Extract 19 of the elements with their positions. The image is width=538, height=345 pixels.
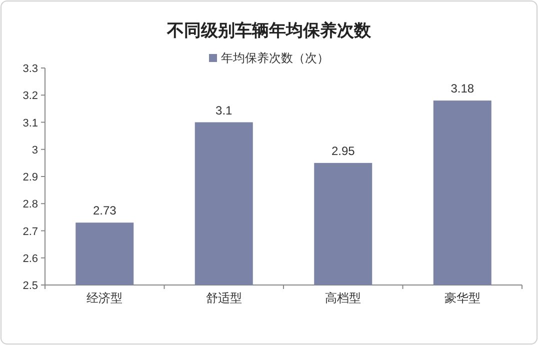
y-tick-label: 2.6 (22, 252, 38, 265)
chart-title: 不同级别车辆年均保养次数 (166, 21, 372, 41)
data-label: 3.18 (450, 82, 474, 96)
y-tick-label: 2.5 (22, 280, 38, 292)
x-tick-label: 豪华型 (444, 291, 480, 305)
y-tick-label: 3.1 (22, 117, 38, 130)
y-tick-label: 2.7 (22, 226, 38, 238)
data-label: 2.73 (92, 204, 117, 218)
legend-label: 年均保养次数（次） (221, 51, 329, 65)
y-tick-label: 2.8 (22, 198, 38, 211)
x-tick-label: 经济型 (86, 291, 123, 305)
y-tick-label: 3.3 (22, 63, 38, 75)
y-tick-label: 3 (32, 144, 38, 156)
x-tick-label: 高档型 (325, 291, 362, 305)
y-tick-label: 3.2 (22, 90, 38, 102)
x-tick-label: 舒适型 (206, 291, 242, 305)
data-label: 3.1 (216, 103, 233, 118)
data-label: 2.95 (331, 144, 356, 158)
y-tick-label: 2.9 (22, 172, 38, 184)
